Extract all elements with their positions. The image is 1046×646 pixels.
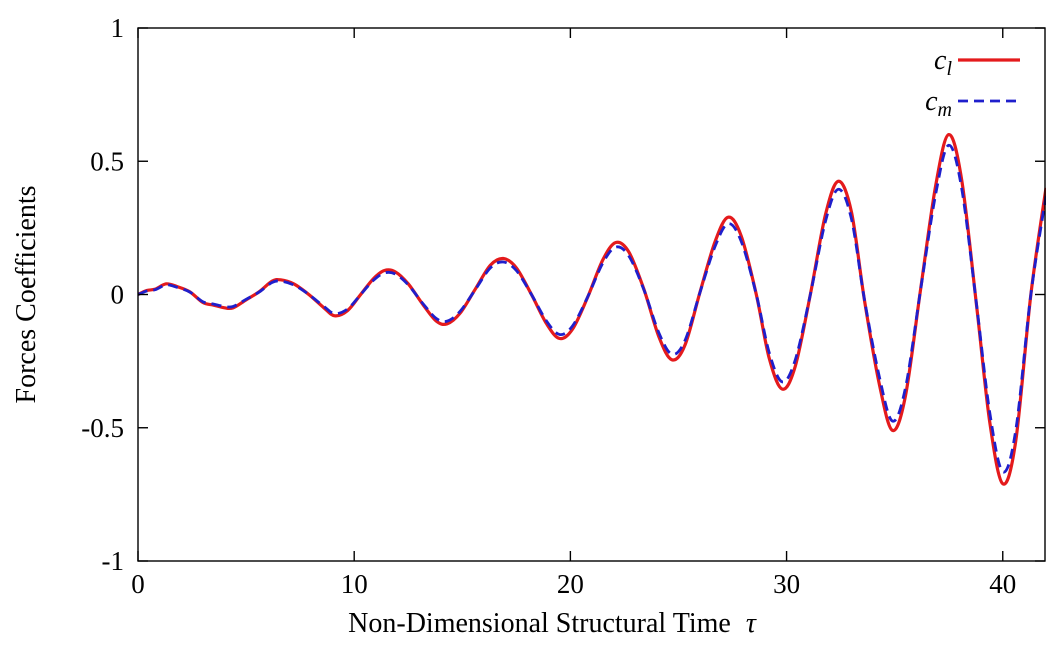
ticks-layer: 0 10 20 30 40 -1 -0.5 0 0.5 1 (81, 13, 1045, 599)
x-axis-label-symbol: τ (746, 608, 757, 639)
series-layer (138, 133, 1046, 486)
legend: cl cm (925, 45, 1020, 121)
y-tick-label: 0.5 (90, 146, 124, 176)
legend-label-cm: cm (925, 86, 952, 121)
y-tick-label: 1 (111, 13, 125, 43)
legend-label-cl: cl (934, 45, 952, 80)
y-tick-label: -1 (102, 546, 125, 576)
y-tick-label: -0.5 (81, 413, 124, 443)
x-tick-label: 10 (341, 569, 368, 599)
x-axis-label: Non-Dimensional Structural Time τ (348, 608, 757, 639)
x-tick-label: 30 (773, 569, 800, 599)
series-line-cm (138, 143, 1046, 474)
x-tick-label: 0 (131, 569, 145, 599)
y-tick-label: 0 (111, 280, 125, 310)
x-tick-label: 40 (989, 569, 1016, 599)
y-axis-label: Forces Coefficients (11, 186, 42, 404)
x-axis-label-text: Non-Dimensional Structural Time (348, 608, 731, 639)
x-tick-label: 20 (557, 569, 584, 599)
